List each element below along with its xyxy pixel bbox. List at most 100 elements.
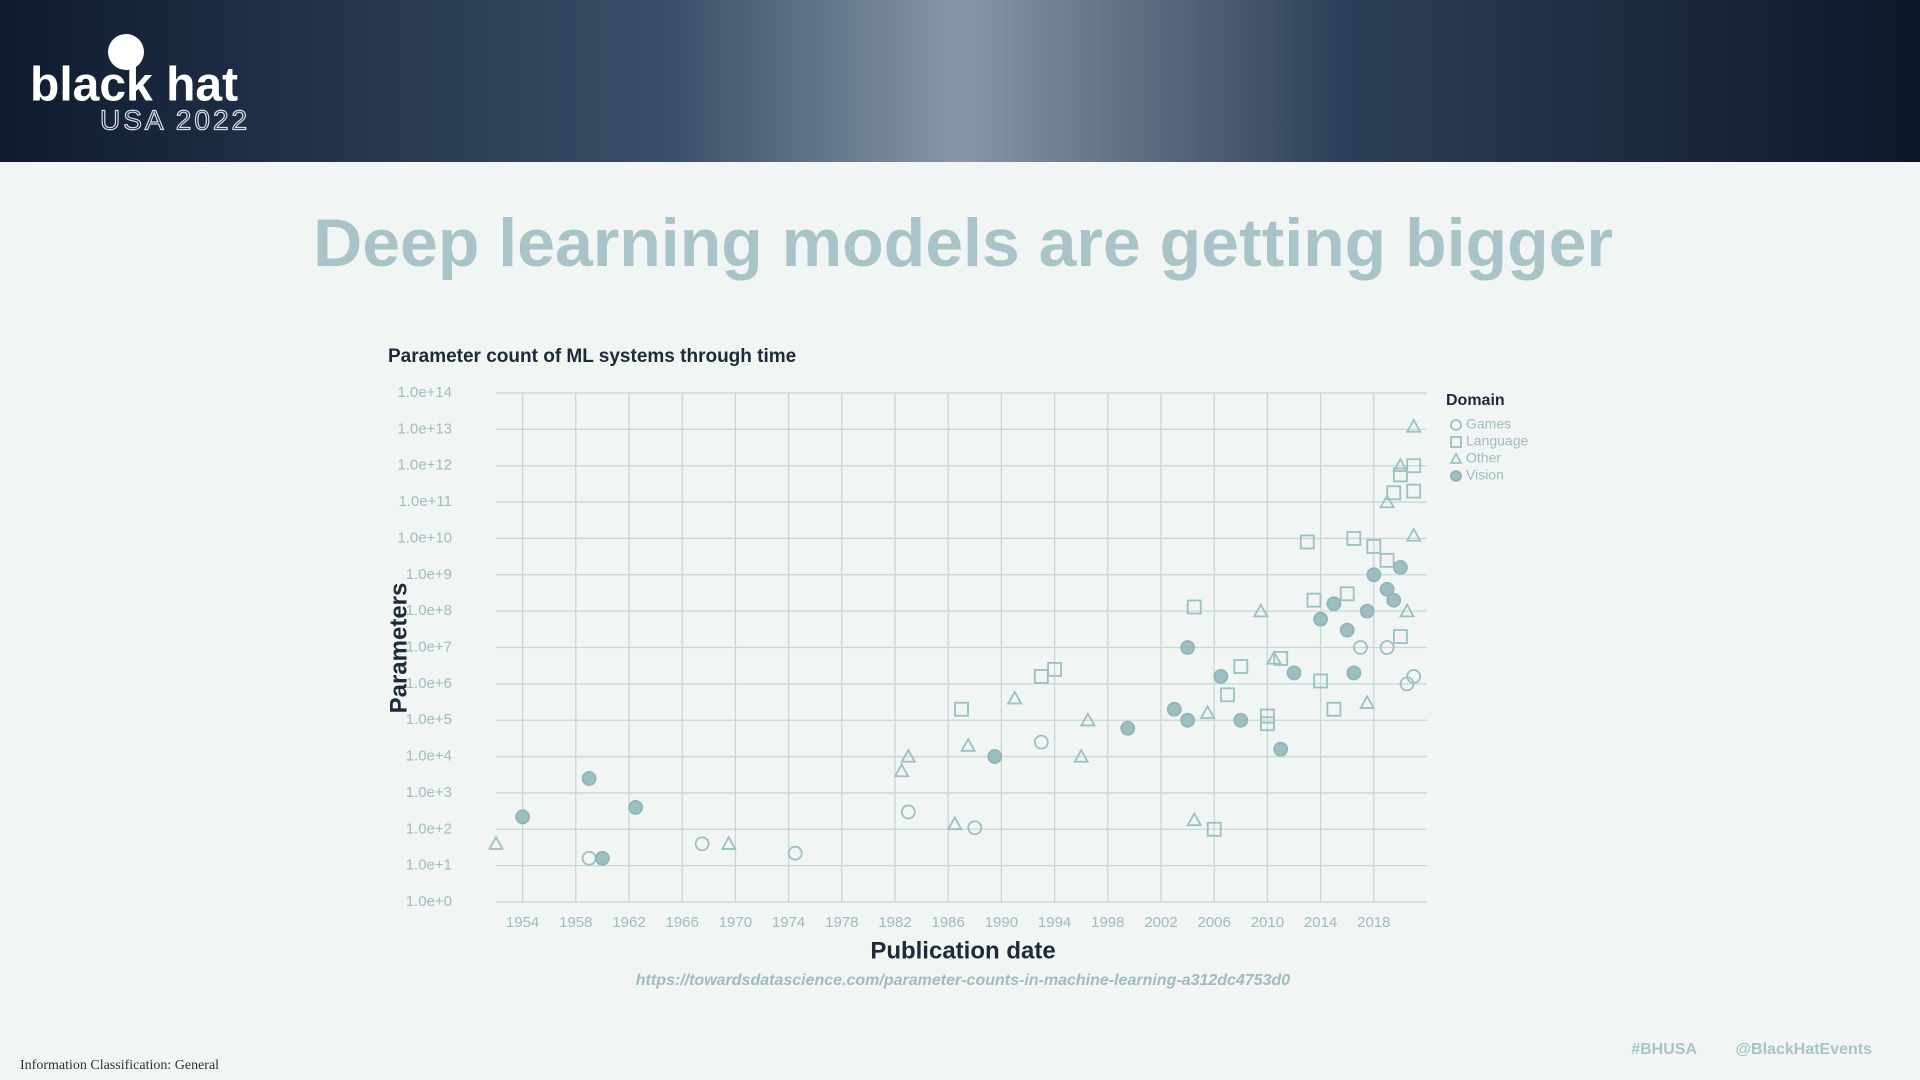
point — [694, 836, 710, 852]
point — [1206, 821, 1222, 837]
point — [946, 815, 963, 831]
x-tick-label: 2010 — [1251, 914, 1284, 931]
point — [1386, 592, 1402, 608]
point — [954, 701, 969, 717]
legend-label: Language — [1466, 433, 1529, 449]
point — [1006, 689, 1023, 705]
point — [1286, 665, 1302, 681]
x-tick-label: 1962 — [612, 914, 645, 931]
point — [1346, 531, 1362, 546]
point — [1199, 704, 1216, 719]
legend-marker — [1450, 419, 1462, 431]
legend-label: Games — [1466, 416, 1511, 432]
y-tick-label: 1.0e+2 — [406, 820, 452, 837]
logo-icon — [108, 34, 144, 70]
point — [1299, 534, 1315, 550]
legend-marker — [1450, 470, 1462, 482]
logo: black hat — [30, 59, 238, 112]
y-tick-label: 1.0e+10 — [397, 529, 452, 546]
point — [1405, 527, 1422, 542]
point — [960, 737, 977, 752]
point — [787, 845, 803, 861]
point — [1033, 734, 1049, 750]
point — [1339, 622, 1355, 638]
point — [581, 771, 597, 786]
x-tick-label: 2002 — [1144, 914, 1177, 931]
header-band — [0, 0, 1920, 162]
point — [1392, 457, 1409, 472]
source-link[interactable]: https://towardsdatascience.com/parameter… — [636, 972, 1291, 989]
y-tick-label: 1.0e+13 — [397, 420, 452, 437]
point — [1405, 418, 1422, 433]
point — [893, 762, 910, 778]
point — [1180, 712, 1195, 728]
y-tick-label: 1.0e+8 — [406, 602, 452, 619]
x-tick-label: 1954 — [506, 914, 539, 931]
point — [1379, 493, 1396, 509]
point — [1166, 701, 1182, 717]
point — [1079, 711, 1096, 727]
y-axis-label: Parameters — [385, 583, 412, 714]
point — [1406, 458, 1422, 474]
y-tick-label: 1.0e+7 — [406, 638, 452, 655]
point — [1186, 811, 1203, 827]
point — [1399, 602, 1416, 618]
x-tick-label: 2014 — [1304, 914, 1337, 931]
hashtag: #BHUSA — [1631, 1041, 1697, 1058]
point — [487, 835, 505, 850]
point — [1393, 559, 1408, 575]
legend-marker — [1449, 452, 1463, 464]
point — [1353, 640, 1368, 655]
point — [1260, 708, 1275, 724]
point — [1233, 659, 1249, 674]
point — [1359, 603, 1375, 619]
x-tick-label: 1990 — [985, 914, 1018, 931]
point — [900, 748, 917, 763]
point — [967, 820, 983, 836]
handle: @BlackHatEvents — [1735, 1041, 1872, 1058]
point — [515, 809, 530, 825]
point — [1220, 687, 1235, 703]
point — [1393, 629, 1408, 644]
point — [720, 835, 737, 850]
legend-title: Domain — [1446, 392, 1505, 409]
point — [1186, 599, 1202, 615]
point — [1180, 640, 1195, 655]
point — [1233, 712, 1249, 728]
point — [1379, 552, 1395, 568]
x-tick-label: 2018 — [1357, 914, 1390, 931]
point — [900, 804, 916, 820]
point — [1359, 694, 1376, 709]
point — [1379, 581, 1395, 597]
point — [1393, 467, 1408, 483]
x-tick-label: 1974 — [772, 914, 805, 931]
x-tick-label: 1994 — [1038, 914, 1071, 931]
legend-marker — [1450, 436, 1462, 448]
legend-label: Vision — [1466, 467, 1504, 483]
y-tick-label: 1.0e+12 — [397, 457, 452, 474]
point — [1260, 716, 1275, 732]
y-tick-label: 1.0e+14 — [397, 384, 452, 401]
point — [1406, 669, 1422, 684]
point — [1326, 596, 1342, 612]
point — [1346, 665, 1362, 681]
point — [628, 799, 644, 815]
y-tick-label: 1.0e+4 — [406, 748, 452, 765]
point — [1326, 701, 1342, 717]
x-tick-label: 1982 — [878, 914, 911, 931]
x-tick-label: 1998 — [1091, 914, 1124, 931]
point — [1273, 651, 1289, 666]
slide-title: Deep learning models are getting bigger — [313, 205, 1613, 281]
x-tick-label: 1986 — [932, 914, 965, 931]
point — [1339, 586, 1355, 602]
point — [1266, 650, 1283, 665]
y-tick-label: 1.0e+0 — [406, 893, 452, 910]
point — [1252, 602, 1269, 618]
point — [1366, 539, 1382, 554]
point — [1406, 483, 1422, 499]
y-tick-label: 1.0e+6 — [406, 675, 452, 692]
point — [1366, 567, 1382, 583]
legend-label: Other — [1466, 450, 1501, 466]
point — [1073, 748, 1090, 763]
x-axis-label: Publication date — [870, 937, 1055, 964]
